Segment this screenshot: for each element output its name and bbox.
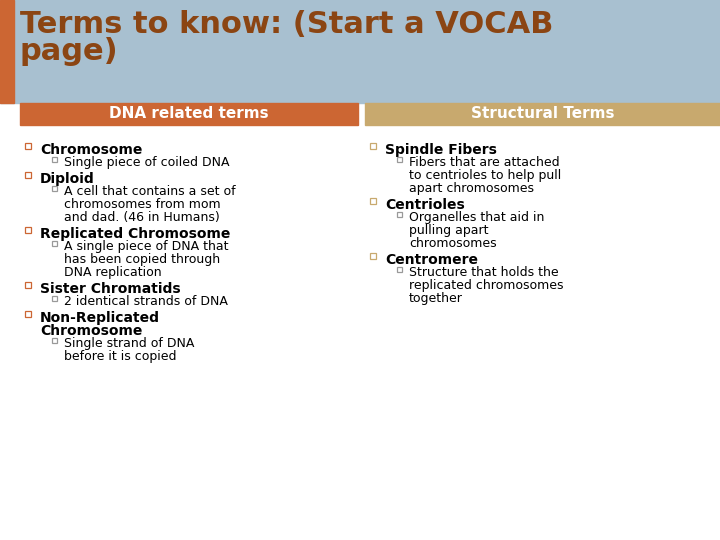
Text: Centrioles: Centrioles: [385, 198, 464, 212]
FancyBboxPatch shape: [397, 212, 402, 217]
FancyBboxPatch shape: [52, 338, 56, 342]
Bar: [0, 0, 720, 103]
Text: Single strand of DNA: Single strand of DNA: [64, 337, 194, 350]
Text: Organelles that aid in: Organelles that aid in: [409, 211, 544, 224]
Text: chromosomes from mom: chromosomes from mom: [64, 198, 220, 211]
FancyBboxPatch shape: [52, 240, 56, 246]
Text: Spindle Fibers: Spindle Fibers: [385, 143, 497, 157]
FancyBboxPatch shape: [397, 157, 402, 161]
Text: DNA related terms: DNA related terms: [109, 106, 269, 122]
Text: Terms to know: (Start a VOCAB: Terms to know: (Start a VOCAB: [20, 10, 554, 39]
Text: together: together: [409, 292, 463, 305]
FancyBboxPatch shape: [52, 157, 56, 161]
Text: Non-Replicated: Non-Replicated: [40, 311, 160, 325]
Text: replicated chromosomes: replicated chromosomes: [409, 279, 564, 292]
Text: apart chromosomes: apart chromosomes: [409, 182, 534, 195]
Text: Structure that holds the: Structure that holds the: [409, 266, 559, 279]
Text: to centrioles to help pull: to centrioles to help pull: [409, 169, 562, 182]
Text: before it is copied: before it is copied: [64, 350, 176, 363]
Text: Sister Chromatids: Sister Chromatids: [40, 282, 181, 296]
Bar: [365, 103, 720, 125]
FancyBboxPatch shape: [370, 253, 376, 259]
Text: A single piece of DNA that: A single piece of DNA that: [64, 240, 228, 253]
FancyBboxPatch shape: [397, 267, 402, 272]
Text: Chromosome: Chromosome: [40, 143, 143, 157]
FancyBboxPatch shape: [25, 282, 31, 288]
Text: pulling apart: pulling apart: [409, 224, 488, 237]
Text: 2 identical strands of DNA: 2 identical strands of DNA: [64, 295, 228, 308]
FancyBboxPatch shape: [25, 172, 31, 178]
FancyBboxPatch shape: [25, 143, 31, 148]
Text: Centromere: Centromere: [385, 253, 478, 267]
Text: Diploid: Diploid: [40, 172, 95, 186]
FancyBboxPatch shape: [25, 227, 31, 233]
Bar: [0, 0, 14, 103]
Text: Single piece of coiled DNA: Single piece of coiled DNA: [64, 156, 230, 169]
Text: Replicated Chromosome: Replicated Chromosome: [40, 227, 230, 241]
FancyBboxPatch shape: [52, 295, 56, 300]
FancyBboxPatch shape: [370, 198, 376, 204]
FancyBboxPatch shape: [370, 143, 376, 148]
Bar: [20, 103, 358, 125]
Text: DNA replication: DNA replication: [64, 266, 161, 279]
Text: Structural Terms: Structural Terms: [471, 106, 614, 122]
Text: chromosomes: chromosomes: [409, 237, 497, 250]
FancyBboxPatch shape: [25, 311, 31, 317]
Text: Chromosome: Chromosome: [40, 324, 143, 338]
Text: A cell that contains a set of: A cell that contains a set of: [64, 185, 235, 198]
Text: page): page): [20, 37, 119, 66]
Text: has been copied through: has been copied through: [64, 253, 220, 266]
Text: Fibers that are attached: Fibers that are attached: [409, 156, 559, 169]
FancyBboxPatch shape: [52, 186, 56, 191]
Text: and dad. (46 in Humans): and dad. (46 in Humans): [64, 211, 220, 224]
